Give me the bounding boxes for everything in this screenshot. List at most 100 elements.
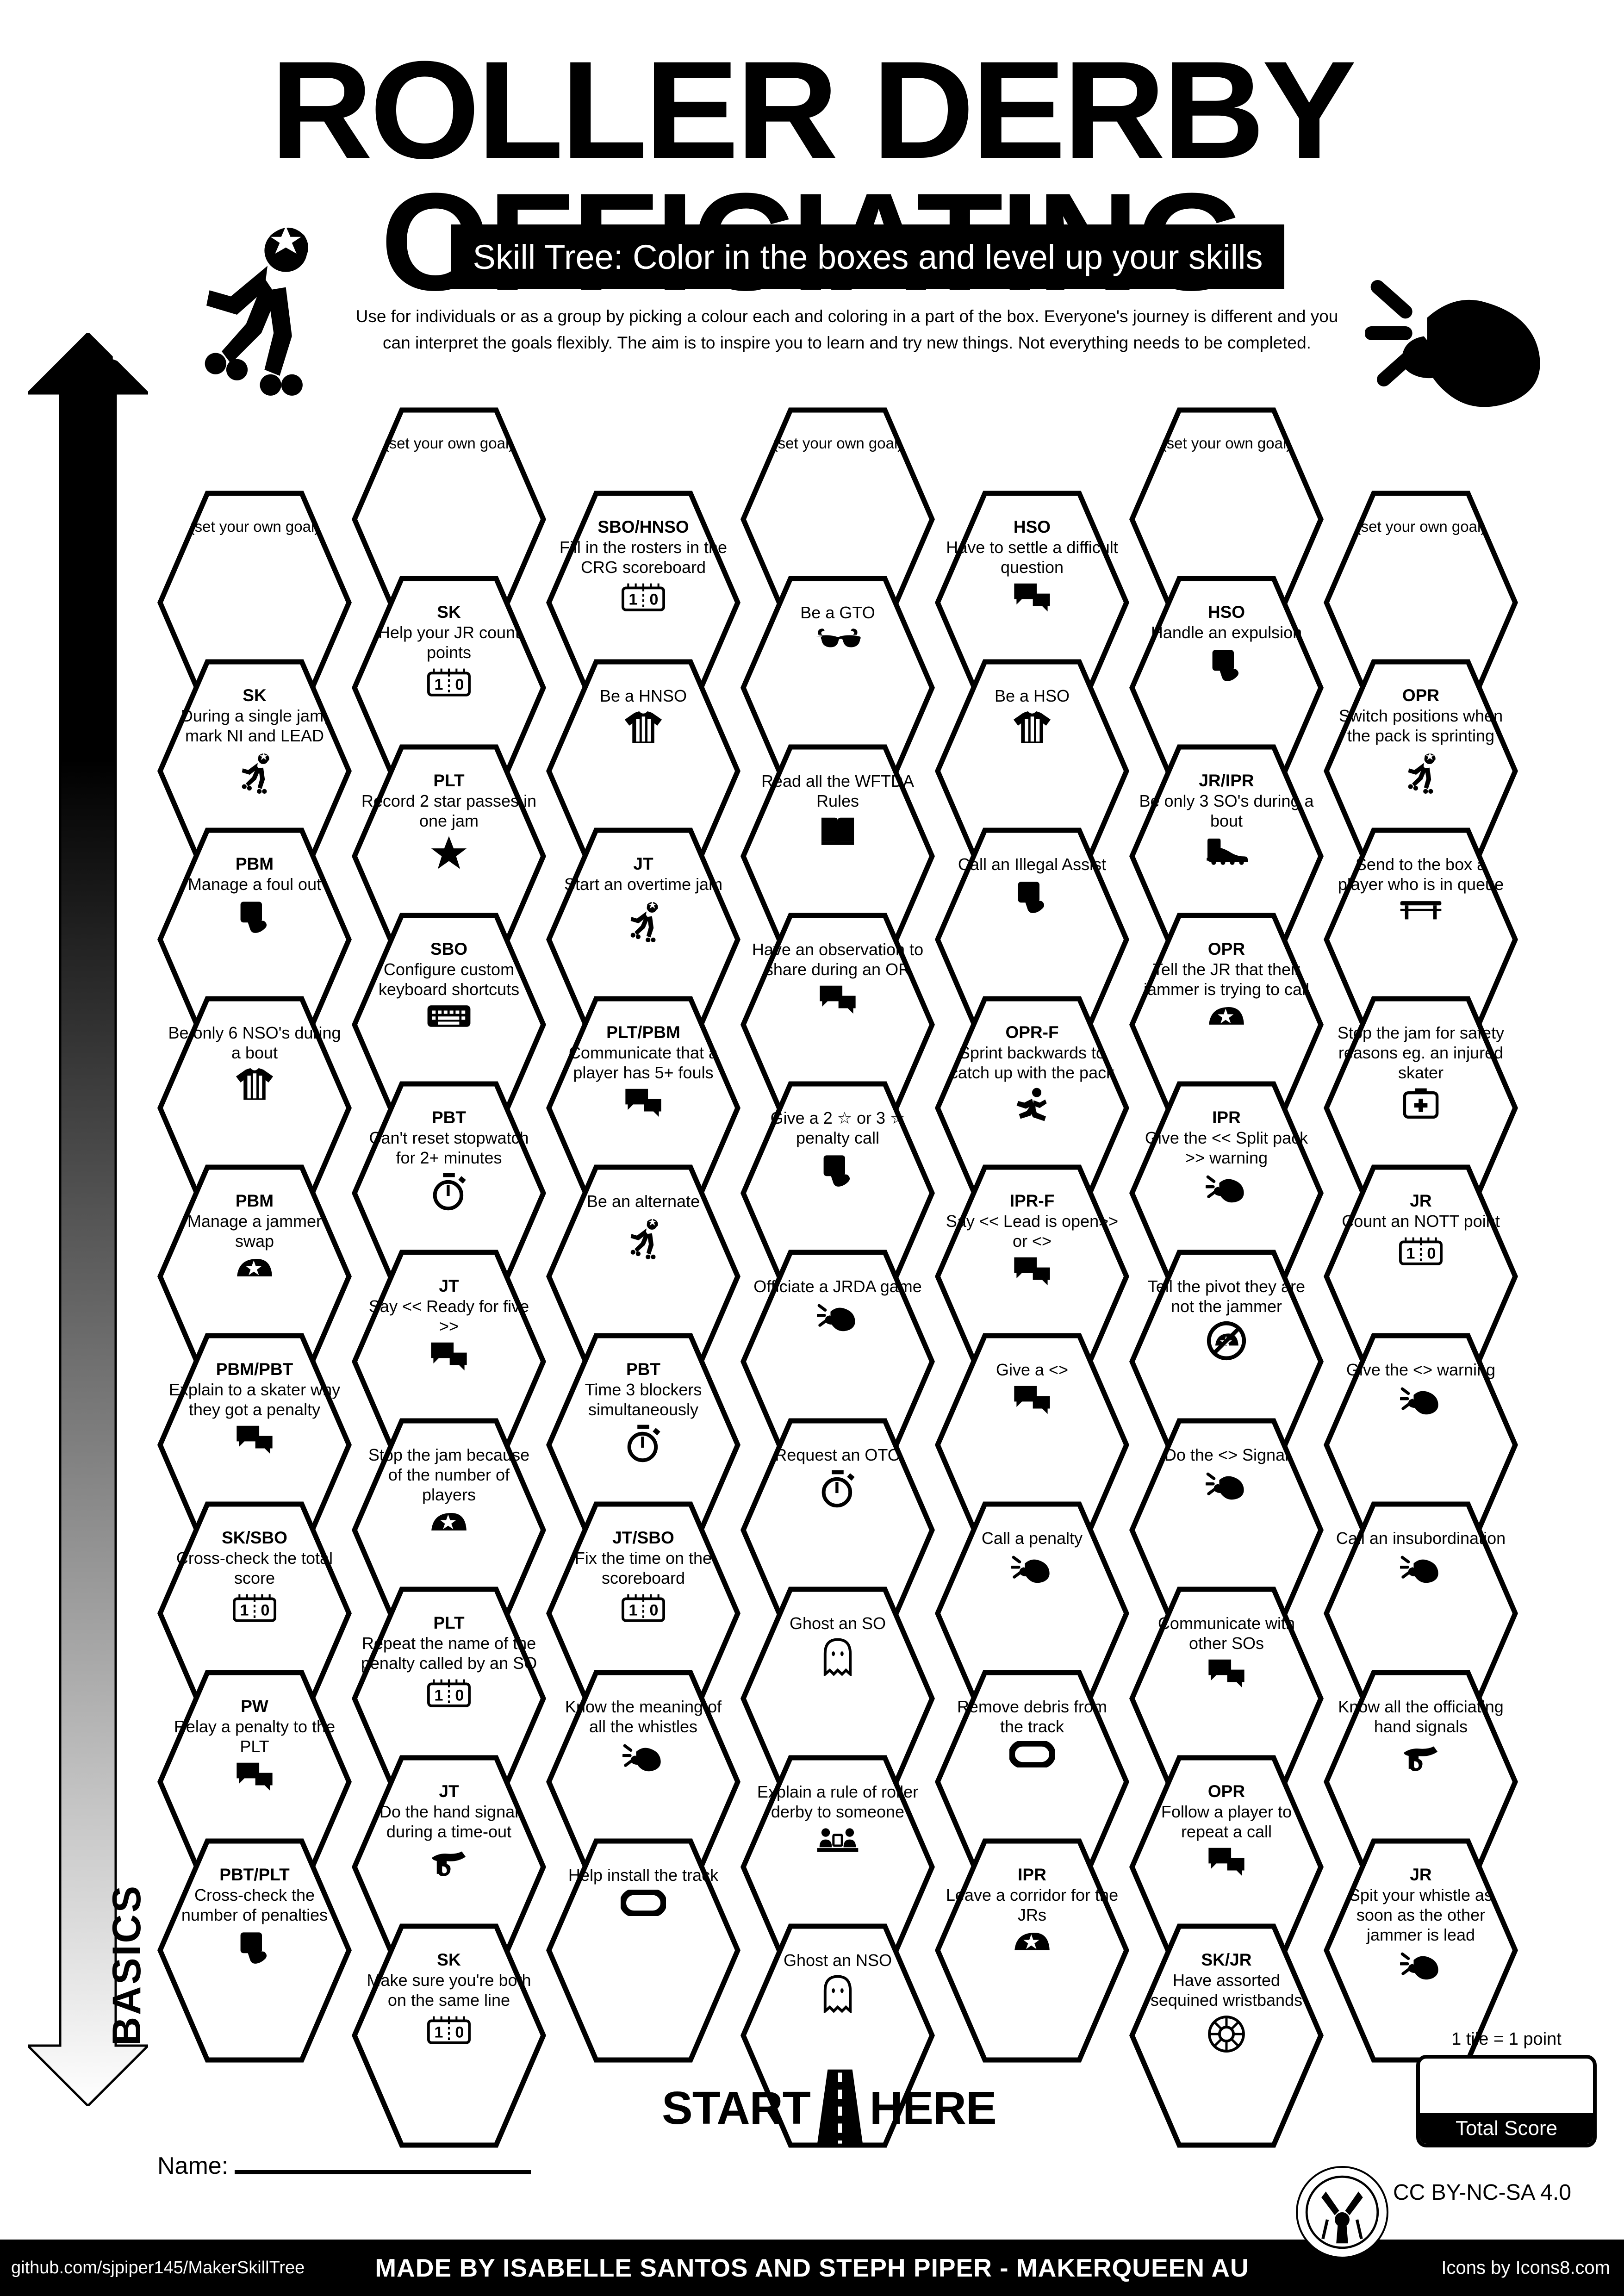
- tile-text: Explain to a skater why they got a penal…: [168, 1380, 341, 1419]
- footer-github-link[interactable]: github.com/sjpiper145/MakerSkillTree: [11, 2258, 305, 2277]
- tile-role: JR: [1410, 1191, 1432, 1210]
- tile-text: Record 2 star passes in one jam: [361, 791, 537, 830]
- skill-tile[interactable]: PLT Repeat the name of the penalty called…: [352, 1587, 546, 1811]
- skill-tile[interactable]: Officiate a JRDA game: [740, 1250, 935, 1474]
- skill-tile[interactable]: PBT Time 3 blockers simultaneously: [546, 1333, 740, 1557]
- skill-tile[interactable]: IPR Leave a corridor for the JRs: [935, 1838, 1129, 2063]
- here-label: HERE: [869, 2082, 997, 2134]
- skill-tile[interactable]: SK Make sure you're both on the same line…: [352, 1923, 546, 2148]
- skill-tile[interactable]: Be a HSO: [935, 659, 1129, 884]
- tile-text: Call an insubordination: [1336, 1529, 1506, 1548]
- skater-icon: [1401, 750, 1441, 796]
- tile-text: (set your own goal): [772, 435, 903, 452]
- tile-text: Start an overtime jam: [564, 874, 723, 894]
- tile-role: PLT/PBM: [606, 1023, 680, 1042]
- tile-role: SK/SBO: [222, 1528, 287, 1547]
- skill-tile[interactable]: PBM/PBT Explain to a skater why they got …: [157, 1333, 352, 1557]
- tile-text: Give a 2 ☆ or 3 ☆ penalty call: [770, 1108, 905, 1148]
- tile-text: Be only 6 NSO's during a bout: [168, 1023, 341, 1063]
- tile-role: PLT: [433, 771, 465, 790]
- skill-tile[interactable]: JR/IPR Be only 3 SO's during a bout: [1129, 744, 1324, 969]
- skill-tile[interactable]: Request an OTO: [740, 1418, 935, 1643]
- skill-tile[interactable]: OPR Switch positions when the pack is spr…: [1324, 659, 1518, 884]
- sunglasses-icon: [815, 627, 861, 652]
- tile-text: Manage a foul out: [187, 874, 322, 894]
- skill-tile[interactable]: Have an observation to share during an O…: [740, 913, 935, 1137]
- ghost-icon: [822, 1975, 853, 2015]
- tile-role: SK/JR: [1201, 1950, 1252, 1969]
- skill-tile[interactable]: OPR Tell the JR that their jammer is tryi…: [1129, 913, 1324, 1137]
- skill-tile[interactable]: SBO Configure custom keyboard shortcuts: [352, 913, 546, 1137]
- skill-tile[interactable]: PBT/PLT Cross-check the number of penalti…: [157, 1838, 352, 2063]
- skill-tile[interactable]: SBO/HNSO Fill in the rosters in the CRG s…: [546, 491, 740, 715]
- tile-text: Request an OTO: [775, 1445, 901, 1464]
- tile-role: JT/SBO: [612, 1528, 674, 1547]
- skater-decoration-icon: [205, 226, 308, 396]
- tile-text: Tell the pivot they are not the jammer: [1147, 1277, 1306, 1316]
- speech-bubbles-icon: [235, 1761, 274, 1794]
- total-score-box[interactable]: Total Score: [1416, 2055, 1597, 2147]
- tile-text: Ghost an SO: [789, 1614, 886, 1633]
- tile-role: OPR: [1402, 686, 1440, 705]
- skill-tile[interactable]: OPR Follow a player to repeat a call: [1129, 1755, 1324, 1979]
- tile-text: Repeat the name of the penalty called by…: [361, 1633, 537, 1673]
- name-field-row[interactable]: Name:: [157, 2152, 531, 2180]
- skill-tile[interactable]: Send to the box a player who is in queue: [1324, 828, 1518, 1052]
- tap-hand-icon: [236, 899, 273, 938]
- skill-tile[interactable]: Tell the pivot they are not the jammer: [1129, 1250, 1324, 1474]
- tile-role: JT: [439, 1276, 459, 1295]
- skill-tile[interactable]: PLT/PBM Communicate that a player has 5+ …: [546, 996, 740, 1220]
- skill-tile[interactable]: Stop the jam because of the number of pl…: [352, 1418, 546, 1643]
- skill-tile[interactable]: Explain a rule of roller derby to someon…: [740, 1755, 935, 1979]
- tile-text: Say << Ready for five >>: [368, 1296, 529, 1336]
- stopwatch-icon: [430, 1172, 467, 1213]
- skill-tile[interactable]: SK Help your JR count points 1 0: [352, 576, 546, 800]
- tile-text: Give the <> warning: [1346, 1360, 1496, 1379]
- skill-tile[interactable]: SK/JR Have assorted sequined wristbands: [1129, 1923, 1324, 2148]
- tile-text: Give the << Split pack >> warning: [1145, 1128, 1308, 1167]
- svg-text:1: 1: [1406, 1244, 1415, 1262]
- skill-tile[interactable]: Give the <> warning: [1324, 1333, 1518, 1557]
- tile-role: JT: [439, 1782, 459, 1801]
- tile-role: SBO: [430, 940, 468, 958]
- skill-tile[interactable]: PBM Manage a foul out: [157, 828, 352, 1052]
- striped-shirt-icon: [622, 710, 664, 747]
- skill-tile[interactable]: Stop the jam for safety reasons eg. an i…: [1324, 996, 1518, 1220]
- tile-role: IPR: [1212, 1108, 1241, 1127]
- skill-tile[interactable]: Be an alternate: [546, 1164, 740, 1389]
- tile-text: Say << Lead is open>> or <>: [946, 1211, 1119, 1251]
- tile-text: Spit your whistle as soon as the other j…: [1349, 1885, 1493, 1944]
- skill-tile[interactable]: Do the <> Signal: [1129, 1418, 1324, 1643]
- no-jammer-icon: [1207, 1321, 1246, 1363]
- tile-role: HSO: [1013, 517, 1051, 536]
- tile-text: Tell the JR that their jammer is trying …: [1143, 959, 1310, 999]
- svg-text:1: 1: [434, 2023, 443, 2041]
- skill-tile[interactable]: JT/SBO Fix the time on the scoreboard 1 0: [546, 1501, 740, 1726]
- skill-tile[interactable]: Help install the track: [546, 1838, 740, 2063]
- skill-tile[interactable]: JR Spit your whistle as soon as the other…: [1324, 1838, 1518, 2063]
- tile-text: Call a penalty: [981, 1529, 1083, 1548]
- footer-icons-credit[interactable]: Icons by Icons8.com: [1441, 2257, 1610, 2278]
- tile-point-caption: 1 tile = 1 point: [1451, 2029, 1562, 2049]
- skill-tile[interactable]: Ghost an NSO: [740, 1923, 935, 2148]
- whistle-icon: [1399, 1553, 1442, 1587]
- skill-tile[interactable]: PLT Record 2 star passes in one jam: [352, 744, 546, 969]
- tile-text: Officiate a JRDA game: [753, 1277, 922, 1296]
- hand-signal-icon: [1402, 1741, 1440, 1781]
- tile-text: Can't reset stopwatch for 2+ minutes: [369, 1128, 529, 1167]
- svg-text:0: 0: [455, 2023, 464, 2041]
- tile-role: PBT/PLT: [219, 1865, 290, 1884]
- tile-role: JT: [633, 854, 653, 873]
- progression-arrow: [28, 333, 148, 2106]
- whistle-icon: [1399, 1949, 1442, 1983]
- tile-role: PBM: [235, 1191, 274, 1210]
- tile-text: Cross-check the total score: [176, 1548, 333, 1587]
- name-input-line[interactable]: [235, 2170, 531, 2174]
- tile-text: Know all the officiating hand signals: [1338, 1697, 1504, 1736]
- tile-text: Fill in the rosters in the CRG scoreboar…: [559, 537, 728, 577]
- star-icon: [431, 835, 467, 872]
- bench-icon: [1400, 899, 1442, 922]
